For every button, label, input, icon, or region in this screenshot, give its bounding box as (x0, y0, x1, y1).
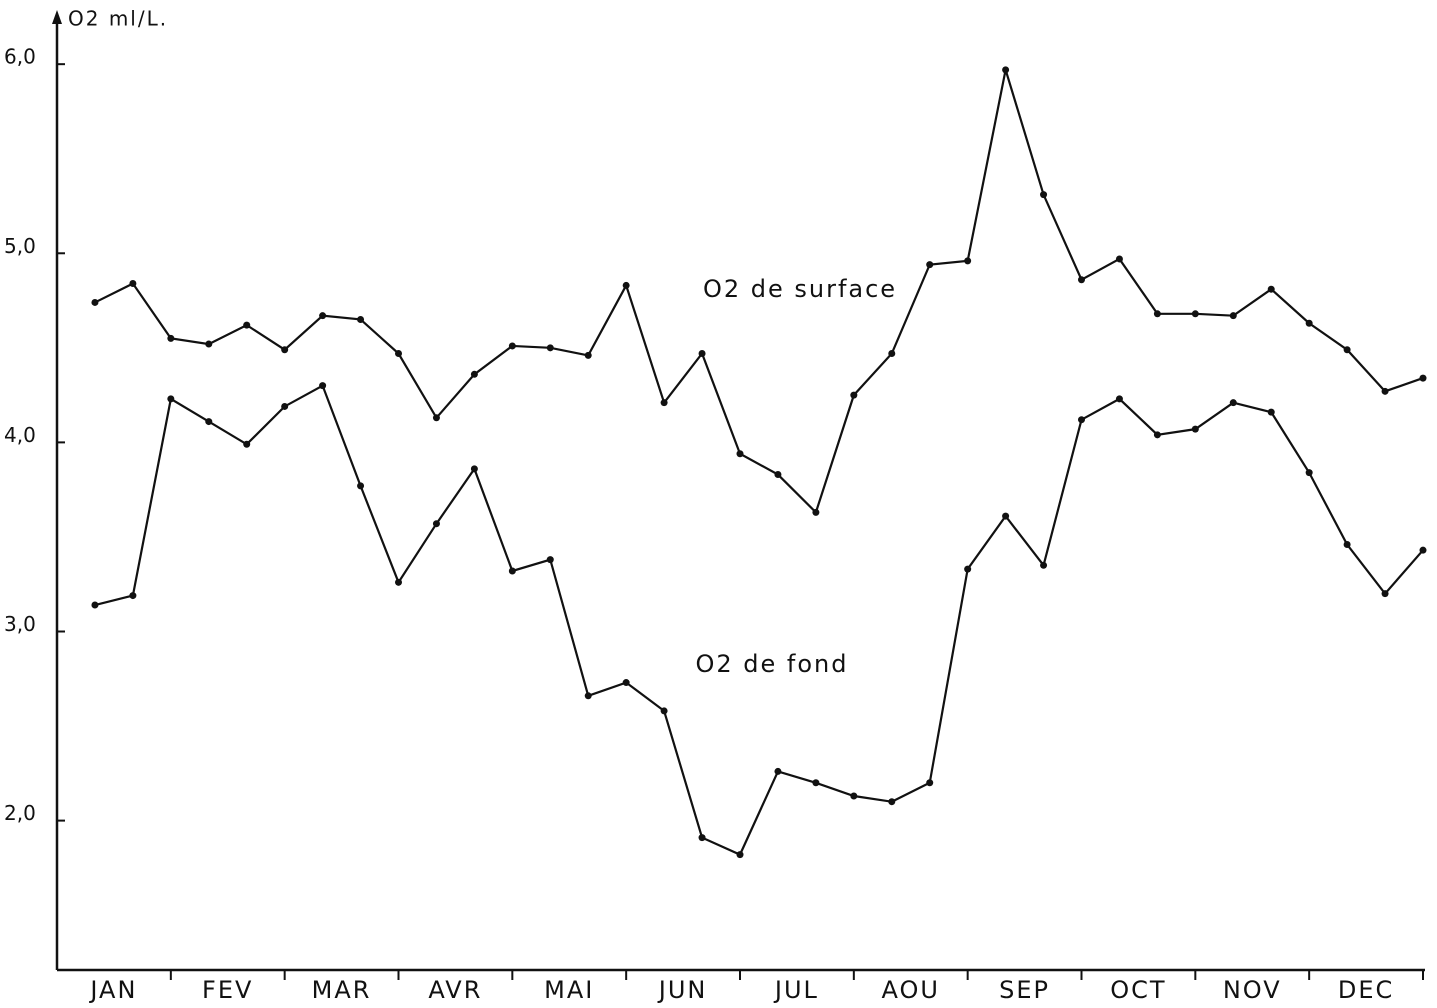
data-point (1267, 408, 1275, 416)
data-point (888, 350, 896, 358)
data-point (395, 350, 402, 358)
data-point (1419, 546, 1427, 554)
data-point (357, 315, 365, 323)
data-point (926, 779, 934, 787)
x-tick-label: NOV (1223, 976, 1282, 1004)
y-tick-label: 5,0 (4, 234, 36, 258)
data-point (1078, 416, 1085, 424)
data-point (1002, 66, 1010, 74)
x-tick-label: JUL (773, 976, 819, 1004)
x-tick-label: JUN (657, 976, 708, 1004)
data-point (546, 344, 554, 352)
data-point (1343, 541, 1351, 549)
series-label: O2 de fond (696, 650, 849, 678)
data-point (167, 334, 175, 342)
data-point (129, 280, 137, 288)
data-point (508, 342, 516, 350)
data-point (584, 351, 592, 359)
data-point (584, 692, 592, 700)
x-tick-label: MAI (544, 976, 594, 1004)
data-point (1267, 285, 1275, 293)
data-point (736, 851, 744, 859)
data-point (546, 556, 554, 564)
x-tick-label: DEC (1338, 976, 1394, 1004)
data-point (1305, 319, 1313, 327)
data-point (850, 391, 858, 399)
data-point (660, 707, 668, 715)
data-point (774, 767, 782, 775)
data-point (1115, 255, 1123, 263)
x-tick-label: SEP (999, 976, 1050, 1004)
data-point (926, 261, 934, 269)
data-point (129, 592, 137, 600)
data-point (1153, 431, 1161, 439)
data-point (243, 440, 251, 448)
data-point (736, 450, 744, 458)
y-tick-label: 3,0 (4, 612, 36, 636)
data-point (205, 418, 213, 426)
data-point (281, 402, 289, 410)
x-tick-label: AOU (882, 976, 940, 1004)
data-point (1078, 276, 1085, 284)
data-point (964, 257, 972, 265)
data-point (319, 382, 327, 390)
data-point (1115, 395, 1123, 403)
x-tick-label: OCT (1110, 976, 1166, 1004)
data-point (1229, 312, 1237, 320)
data-point (1002, 512, 1010, 520)
data-point (1229, 399, 1237, 407)
y-tick-label: 4,0 (4, 423, 36, 447)
data-point (167, 395, 175, 403)
data-point (319, 312, 327, 320)
data-point (357, 482, 365, 490)
data-point (622, 679, 630, 687)
x-tick-label: AVR (428, 976, 482, 1004)
data-point (698, 350, 706, 358)
data-point (888, 798, 896, 806)
data-point (850, 792, 858, 800)
data-point (1305, 469, 1313, 477)
data-point (91, 298, 99, 306)
data-point (660, 399, 668, 407)
data-point (1381, 590, 1389, 598)
data-point (243, 321, 251, 329)
x-tick-label: MAR (312, 976, 372, 1004)
y-tick-label: 6,0 (4, 45, 36, 69)
data-point (508, 567, 516, 575)
data-point (470, 370, 478, 378)
x-tick-label: FEV (202, 976, 253, 1004)
data-point (395, 578, 402, 586)
data-point (470, 465, 478, 473)
series-label: O2 de surface (703, 275, 897, 303)
data-point (774, 471, 782, 479)
y-axis-label: O2 ml/L. (68, 7, 168, 31)
data-point (432, 414, 440, 422)
data-point (281, 346, 289, 354)
data-point (812, 779, 820, 787)
data-point (1153, 310, 1161, 318)
data-point (432, 520, 440, 528)
data-point (622, 281, 630, 289)
data-point (812, 508, 820, 516)
series-line (94, 69, 1424, 515)
x-tick-label: JAN (88, 976, 137, 1004)
data-point (964, 565, 972, 573)
data-point (1040, 191, 1048, 199)
data-point (1381, 387, 1389, 395)
y-tick-label: 2,0 (4, 801, 36, 825)
data-point (205, 340, 213, 348)
data-point (1343, 346, 1351, 354)
data-point (1040, 561, 1048, 569)
data-point (1191, 425, 1199, 433)
series-line (94, 384, 1424, 857)
data-point (1419, 374, 1427, 382)
y-axis-arrow (52, 10, 62, 24)
data-point (698, 834, 706, 842)
data-point (1191, 310, 1199, 318)
data-point (91, 601, 99, 609)
